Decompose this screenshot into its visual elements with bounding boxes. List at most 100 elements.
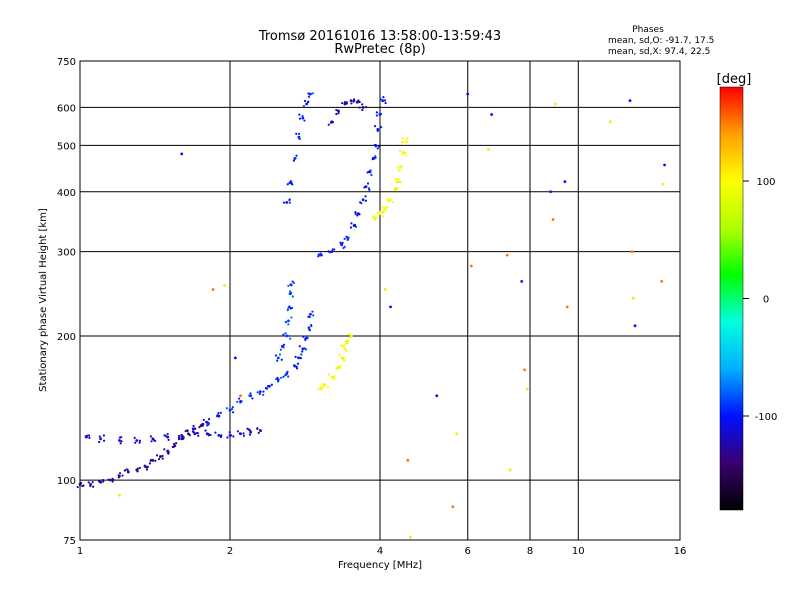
data-point-scatter	[340, 101, 344, 105]
data-point-scatter	[381, 206, 384, 209]
data-point-scatter	[319, 252, 322, 255]
data-point-scatter	[202, 418, 205, 421]
data-point-scatter	[377, 145, 380, 148]
stats-line-x: mean, sd,X: 97.4, 22.5	[608, 47, 710, 57]
data-point-scatter	[342, 246, 345, 250]
data-point-scatter	[364, 195, 367, 198]
data-point-scatter	[319, 385, 322, 389]
data-point-scatter	[133, 436, 136, 439]
data-point-scatter	[281, 344, 284, 348]
data-point-scatter	[386, 205, 389, 209]
data-point-scatter	[339, 241, 342, 244]
data-point-scatter	[364, 199, 367, 202]
colorbar	[720, 87, 743, 510]
data-point-scatter	[277, 380, 280, 383]
data-point-scatter	[284, 374, 287, 377]
data-point	[343, 347, 347, 351]
data-point	[99, 437, 103, 441]
data-point-scatter	[345, 235, 348, 238]
data-point-scatter	[145, 466, 149, 469]
data-point-scatter	[216, 414, 219, 417]
data-point-scatter	[367, 170, 370, 173]
data-point-scatter	[361, 103, 364, 106]
data-point-scatter	[335, 367, 338, 370]
data-point-scatter	[136, 470, 139, 473]
data-point-scatter	[172, 442, 176, 446]
data-point	[549, 190, 553, 194]
data-point-scatter	[291, 280, 294, 283]
data-point-scatter	[357, 99, 360, 102]
data-point-scatter	[291, 295, 294, 298]
data-point	[628, 99, 632, 102]
data-point-scatter	[101, 478, 104, 482]
data-point	[349, 99, 353, 102]
data-point-scatter	[346, 341, 349, 344]
data-point	[166, 435, 170, 439]
data-point-scatter	[201, 422, 204, 426]
y-tick-label: 500	[57, 141, 76, 152]
data-point-scatter	[172, 445, 175, 449]
data-point	[508, 468, 512, 472]
data-point-scatter	[236, 400, 239, 403]
data-point-scatter	[298, 345, 301, 348]
data-point	[309, 312, 312, 316]
plot-frame	[79, 60, 681, 541]
data-point-scatter	[79, 481, 83, 485]
data-point-scatter	[373, 217, 376, 221]
data-point	[435, 394, 439, 398]
data-point-scatter	[391, 201, 394, 204]
data-point-scatter	[150, 440, 153, 443]
data-point-scatter	[282, 343, 286, 346]
data-point-scatter	[406, 141, 409, 144]
data-point-scatter	[270, 383, 273, 386]
data-point-scatter	[138, 439, 142, 442]
data-point	[193, 432, 197, 436]
chart-subtitle: RwPretec (8p)	[334, 42, 425, 57]
data-point-scatter	[257, 431, 260, 434]
data-point-scatter	[382, 208, 385, 211]
data-point-scatter	[289, 307, 292, 310]
data-point-scatter	[354, 225, 358, 228]
data-point	[258, 390, 262, 394]
data-point-scatter	[401, 140, 404, 144]
data-point-scatter	[232, 435, 235, 438]
data-point-scatter	[296, 356, 300, 359]
data-point-scatter	[331, 121, 334, 124]
data-point-scatter	[343, 100, 346, 104]
data-point-scatter	[327, 250, 330, 253]
data-point	[404, 139, 407, 143]
data-point	[159, 455, 162, 458]
x-tick-label: 1	[77, 546, 83, 557]
data-point-scatter	[287, 375, 290, 378]
colorbar-label: [deg]	[717, 72, 752, 87]
data-point-scatter	[230, 408, 234, 411]
data-point-scatter	[217, 412, 220, 415]
data-point-scatter	[242, 432, 245, 435]
data-point	[118, 493, 121, 497]
data-point-scatter	[307, 100, 310, 103]
data-point-scatter	[148, 462, 152, 465]
data-point-scatter	[382, 215, 385, 218]
data-point-scatter	[399, 149, 402, 152]
data-point-scatter	[286, 183, 289, 186]
data-point-scatter	[386, 197, 389, 201]
data-point-scatter	[345, 349, 348, 352]
data-point-scatter	[302, 335, 305, 338]
data-point-scatter	[236, 430, 239, 433]
data-point-scatter	[278, 353, 282, 356]
data-point-scatter	[394, 189, 397, 192]
data-point-scatter	[342, 356, 345, 360]
data-point-scatter	[149, 435, 152, 438]
y-tick-label: 750	[57, 57, 76, 68]
data-point	[301, 116, 305, 120]
data-point-scatter	[98, 440, 101, 444]
data-point-scatter	[191, 430, 195, 433]
data-point	[330, 250, 334, 254]
data-point-scatter	[396, 166, 399, 169]
data-point-scatter	[157, 458, 161, 461]
data-point-scatter	[396, 187, 399, 190]
data-point-scatter	[280, 358, 283, 361]
data-point-scatter	[376, 211, 380, 214]
data-point-scatter	[298, 137, 302, 141]
data-point	[330, 375, 334, 379]
